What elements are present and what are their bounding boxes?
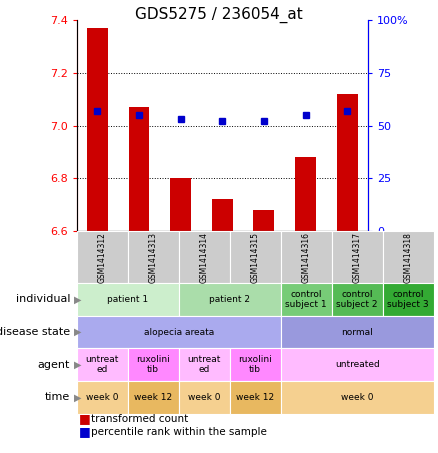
Bar [87,28,108,231]
Text: control
subject 2: control subject 2 [336,290,378,309]
Text: ruxolini
tib: ruxolini tib [238,355,272,374]
Text: agent: agent [38,360,70,370]
Text: patient 2: patient 2 [209,295,250,304]
Text: untreat
ed: untreat ed [85,355,119,374]
Text: ■: ■ [79,425,91,438]
Text: time: time [45,392,70,402]
Bar [212,199,233,231]
Text: week 12: week 12 [236,393,274,402]
Text: transformed count: transformed count [91,414,188,424]
Text: GSM1414314: GSM1414314 [200,231,208,283]
Text: week 0: week 0 [86,393,118,402]
Text: GSM1414316: GSM1414316 [302,231,311,283]
Text: disease state: disease state [0,327,70,337]
Bar [337,94,357,231]
Text: week 0: week 0 [341,393,373,402]
Text: GSM1414312: GSM1414312 [98,231,106,283]
Text: percentile rank within the sample: percentile rank within the sample [91,427,267,437]
Text: untreated: untreated [335,360,379,369]
Text: GSM1414313: GSM1414313 [148,231,158,283]
Text: normal: normal [341,328,373,337]
Text: ▶: ▶ [74,294,82,304]
Text: GSM1414317: GSM1414317 [353,231,362,283]
Text: patient 1: patient 1 [107,295,148,304]
Text: ▶: ▶ [74,360,82,370]
Bar [254,210,274,231]
Text: ■: ■ [79,413,91,425]
Text: ▶: ▶ [74,327,82,337]
Text: week 0: week 0 [188,393,220,402]
Text: ▶: ▶ [74,392,82,402]
Bar [170,178,191,231]
Text: control
subject 3: control subject 3 [387,290,429,309]
Text: GSM1414318: GSM1414318 [404,231,413,283]
Text: untreat
ed: untreat ed [187,355,221,374]
Bar [295,157,316,231]
Text: GSM1414315: GSM1414315 [251,231,260,283]
Bar [129,107,149,231]
Text: alopecia areata: alopecia areata [144,328,214,337]
Text: individual: individual [16,294,70,304]
Text: control
subject 1: control subject 1 [285,290,327,309]
Text: ruxolini
tib: ruxolini tib [136,355,170,374]
Text: GDS5275 / 236054_at: GDS5275 / 236054_at [135,7,303,23]
Text: week 12: week 12 [134,393,172,402]
